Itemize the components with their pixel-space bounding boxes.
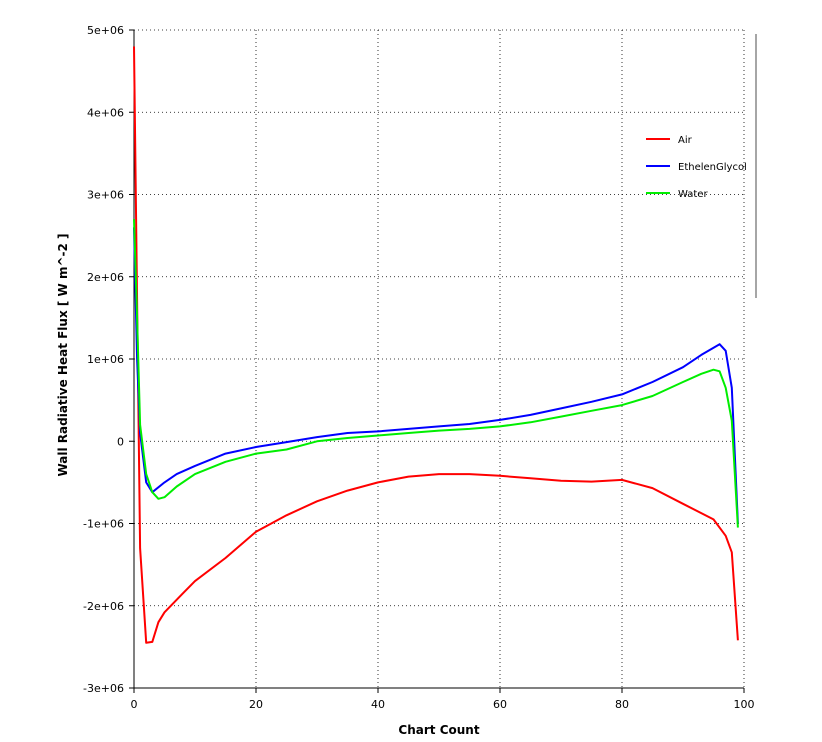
x-tick-label: 0 — [131, 698, 138, 711]
y-tick-label: 2e+06 — [87, 271, 124, 284]
y-tick-label: 4e+06 — [87, 106, 124, 119]
y-tick-label: 0 — [117, 435, 124, 448]
y-tick-label: 3e+06 — [87, 189, 124, 202]
x-tick-label: 40 — [371, 698, 385, 711]
y-axis-ticks: 5e+06 4e+06 3e+06 2e+06 1e+06 0 -1e+06 -2e+06 -3… — [83, 24, 134, 695]
x-axis-ticks: 0 20 40 60 80 100 — [131, 688, 755, 711]
y-tick-label: 5e+06 — [87, 24, 124, 37]
x-axis-title: Chart Count — [398, 723, 479, 737]
grid-lines — [134, 29, 745, 688]
legend-label-air: Air — [678, 135, 693, 146]
x-tick-label: 100 — [734, 698, 755, 711]
series-line-water — [133, 219, 739, 528]
y-tick-label: 1e+06 — [87, 353, 124, 366]
x-tick-label: 20 — [249, 698, 263, 711]
legend-label-ethelenglycol: EthelenGlycol — [678, 162, 747, 173]
legend: Air EthelenGlycol Water — [646, 34, 757, 298]
series-line-ethelenglycol — [133, 227, 739, 524]
series-lines — [133, 46, 739, 644]
x-tick-label: 80 — [615, 698, 629, 711]
y-tick-label: -1e+06 — [83, 518, 124, 531]
x-tick-label: 60 — [493, 698, 507, 711]
series-line-air — [133, 46, 739, 644]
y-tick-label: -3e+06 — [83, 682, 124, 695]
y-axis-title: Wall Radiative Heat Flux [ W m^-2 ] — [56, 233, 70, 476]
y-tick-label: -2e+06 — [83, 600, 124, 613]
legend-label-water: Water — [678, 189, 708, 200]
